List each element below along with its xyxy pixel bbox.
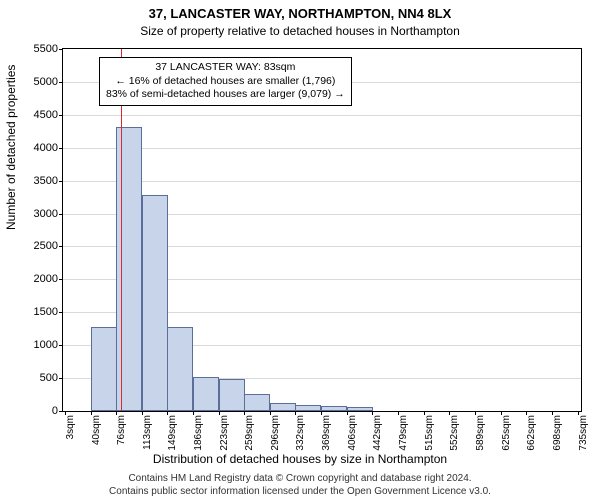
histogram-bar	[193, 377, 219, 411]
histogram-bar	[321, 406, 347, 411]
gridline-h	[63, 115, 581, 116]
histogram-bar	[295, 405, 321, 411]
xtick-label: 698sqm	[552, 415, 563, 451]
xtick-label: 296sqm	[270, 415, 281, 451]
ytick-mark	[59, 82, 63, 83]
xtick-label: 186sqm	[193, 415, 204, 451]
ytick-mark	[59, 49, 63, 50]
ytick-mark	[59, 115, 63, 116]
xtick-label: 515sqm	[424, 415, 435, 451]
ytick-mark	[59, 378, 63, 379]
y-axis-label: Number of detached properties	[4, 65, 18, 230]
ytick-label: 4500	[34, 109, 58, 121]
xtick-label: 113sqm	[142, 415, 153, 450]
histogram-bar	[142, 195, 168, 411]
ytick-mark	[59, 181, 63, 182]
xtick-label: 662sqm	[526, 415, 537, 451]
ytick-mark	[59, 148, 63, 149]
ytick-mark	[59, 246, 63, 247]
histogram-bar	[219, 379, 245, 411]
histogram-bar	[116, 127, 142, 411]
xtick-label: 442sqm	[372, 415, 383, 451]
xtick-label: 223sqm	[219, 415, 230, 451]
xtick-label: 76sqm	[116, 415, 127, 445]
xtick-label: 40sqm	[91, 415, 102, 445]
credits-line1: Contains HM Land Registry data © Crown c…	[0, 473, 600, 486]
ytick-mark	[59, 411, 63, 412]
credits: Contains HM Land Registry data © Crown c…	[0, 473, 600, 498]
ytick-label: 0	[52, 405, 58, 417]
xtick-label: 259sqm	[244, 415, 255, 451]
figure: 37, LANCASTER WAY, NORTHAMPTON, NN4 8LX …	[0, 0, 600, 500]
title-line2: Size of property relative to detached ho…	[0, 24, 600, 38]
ytick-label: 3500	[34, 175, 58, 187]
xtick-label: 3sqm	[65, 415, 76, 439]
ytick-label: 1000	[34, 339, 58, 351]
plot-area: 0500100015002000250030003500400045005000…	[62, 48, 582, 412]
xtick-label: 625sqm	[501, 415, 512, 451]
ytick-label: 2500	[34, 240, 58, 252]
infobox-line1: 37 LANCASTER WAY: 83sqm	[106, 61, 345, 75]
ytick-mark	[59, 345, 63, 346]
marker-infobox: 37 LANCASTER WAY: 83sqm ← 16% of detache…	[99, 57, 352, 106]
ytick-mark	[59, 214, 63, 215]
ytick-label: 3000	[34, 208, 58, 220]
infobox-line2: ← 16% of detached houses are smaller (1,…	[106, 75, 345, 89]
ytick-label: 4000	[34, 142, 58, 154]
xtick-label: 369sqm	[321, 415, 332, 451]
histogram-bar	[244, 394, 270, 411]
histogram-bar	[167, 327, 193, 411]
xtick-label: 552sqm	[449, 415, 460, 451]
infobox-line3: 83% of semi-detached houses are larger (…	[106, 88, 345, 102]
xtick-label: 589sqm	[475, 415, 486, 451]
ytick-mark	[59, 312, 63, 313]
histogram-bar	[270, 403, 296, 411]
ytick-label: 5500	[34, 43, 58, 55]
ytick-mark	[59, 279, 63, 280]
ytick-label: 2000	[34, 273, 58, 285]
xtick-label: 149sqm	[167, 415, 178, 451]
histogram-bar	[347, 407, 373, 411]
credits-line2: Contains public sector information licen…	[0, 486, 600, 499]
ytick-label: 1500	[34, 306, 58, 318]
xtick-label: 479sqm	[398, 415, 409, 451]
ytick-label: 5000	[34, 76, 58, 88]
xtick-label: 332sqm	[295, 415, 306, 451]
ytick-label: 500	[40, 372, 58, 384]
histogram-bar	[91, 327, 117, 411]
title-line1: 37, LANCASTER WAY, NORTHAMPTON, NN4 8LX	[0, 6, 600, 21]
xtick-label: 735sqm	[578, 415, 589, 451]
x-axis-label: Distribution of detached houses by size …	[0, 452, 600, 466]
xtick-label: 406sqm	[347, 415, 358, 451]
